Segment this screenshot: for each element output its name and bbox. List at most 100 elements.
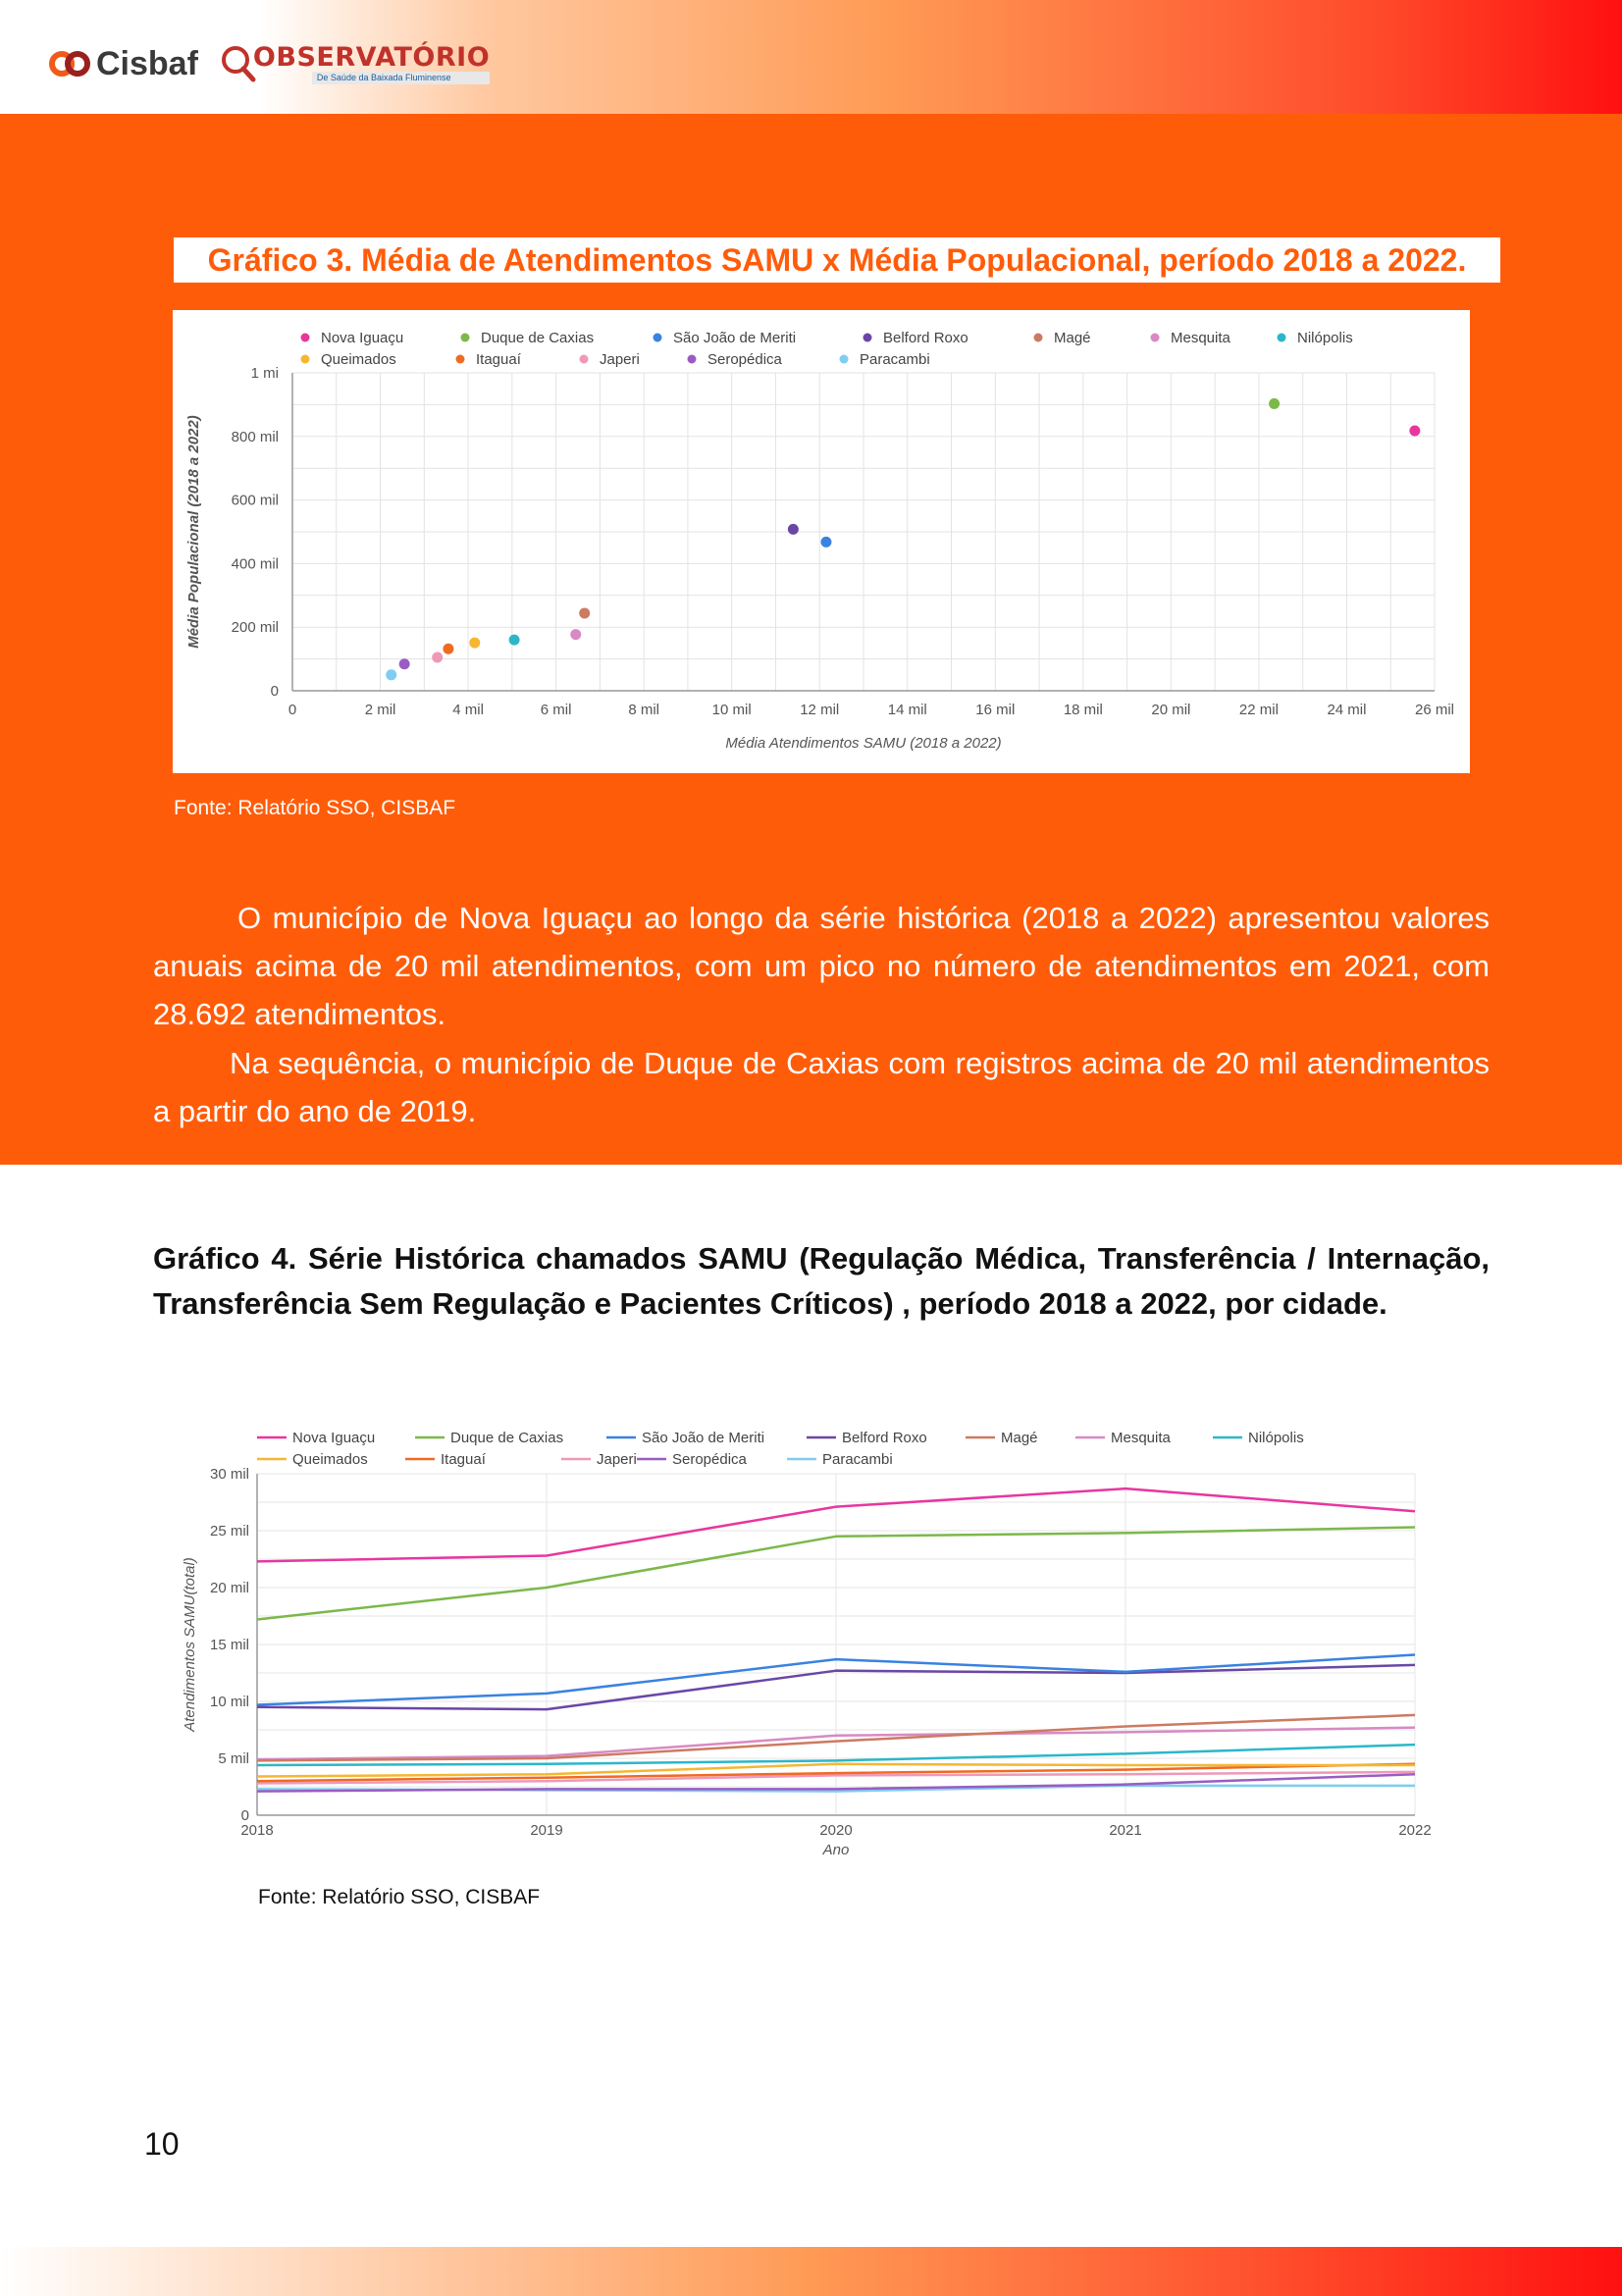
x-tick-label: 10 mil [712, 702, 752, 718]
scatter-point-mesquita [570, 629, 582, 641]
legend-marker-nilopolis [1277, 333, 1286, 342]
legend-label-japeri: Japeri [600, 351, 640, 368]
legend-label-sao-joao-de-meriti: São João de Meriti [642, 1430, 764, 1446]
x-tick-label: 0 [288, 702, 296, 718]
y-axis-title: Média Populacional (2018 a 2022) [185, 415, 202, 649]
legend-label-japeri: Japeri [597, 1451, 637, 1468]
legend-label-nilopolis: Nilópolis [1248, 1430, 1304, 1446]
x-tick-label: 4 mil [452, 702, 484, 718]
scatter-point-paracambi [386, 669, 397, 681]
observatorio-title: OBSERVATÓRIO [252, 41, 491, 73]
y-axis-title: Atendimentos SAMU(total) [182, 1557, 198, 1733]
legend-label-mesquita: Mesquita [1171, 330, 1231, 346]
chart3-source: Fonte: Relatório SSO, CISBAF [174, 797, 456, 819]
legend-label-duque-de-caxias: Duque de Caxias [481, 330, 594, 346]
legend-label-mesquita: Mesquita [1111, 1430, 1172, 1446]
series-line-queimados [256, 1762, 1415, 1778]
scatter-point-nova-iguacu [1409, 425, 1421, 437]
y-tick-label: 25 mil [210, 1523, 249, 1539]
footer-band [0, 2247, 1622, 2296]
paragraph-nova-iguacu: O município de Nova Iguaçu ao longo da s… [153, 901, 1490, 1031]
legend-label-belford-roxo: Belford Roxo [842, 1430, 927, 1446]
chart4-title: Gráfico 4. Série Histórica chamados SAMU… [153, 1241, 1490, 1321]
chart3-title: Gráfico 3. Média de Atendimentos SAMU x … [174, 237, 1500, 283]
legend-label-mage: Magé [1001, 1430, 1038, 1446]
y-tick-label: 15 mil [210, 1637, 249, 1653]
x-tick-label: 26 mil [1415, 702, 1454, 718]
legend-marker-nova-iguacu [300, 333, 310, 342]
legend-marker-duque-de-caxias [460, 333, 470, 342]
x-tick-label: 2022 [1398, 1822, 1431, 1839]
legend-marker-mage [1033, 333, 1043, 342]
series-line-mage [256, 1713, 1416, 1762]
legend-label-seropedica: Seropédica [707, 351, 783, 368]
line-chart: 2018 2019 2020 2021 2022 0 5 mil 10 mil 15 mil 20… [182, 1430, 1432, 1858]
observatorio-logo: OBSERVATÓRIO De Saúde da Baixada Flumine… [220, 41, 491, 84]
series-line-seropedica [256, 1772, 1416, 1793]
scatter-point-nilopolis [508, 634, 520, 646]
scatter-point-duque-de-caxias [1269, 397, 1281, 409]
y-tick-label: 400 mil [232, 555, 279, 572]
legend-label-sao-joao-de-meriti: São João de Meriti [673, 330, 796, 346]
y-tick-label: 30 mil [210, 1466, 249, 1483]
cisbaf-rings-icon [49, 51, 90, 77]
series-line-belford-roxo [256, 1663, 1416, 1711]
paragraph-duque-de-caxias: Na sequência, o município de Duque de Ca… [153, 1046, 1490, 1128]
series-line-nova-iguacu [256, 1487, 1416, 1563]
legend-marker-paracambi [839, 354, 849, 364]
legend-label-queimados: Queimados [292, 1451, 368, 1468]
chart4-source: Fonte: Relatório SSO, CISBAF [258, 1886, 541, 1908]
legend-label-mage: Magé [1054, 330, 1091, 346]
x-tick-label: 2019 [530, 1822, 562, 1839]
series-line-mesquita [256, 1726, 1416, 1761]
legend-marker-mesquita [1150, 333, 1160, 342]
cisbaf-logo: Cisbaf [47, 45, 198, 83]
scatter-point-queimados [469, 637, 481, 649]
chart3-container: 0 2 mil 4 mil 6 mil 8 mil 10 mil 12 mil 14 mil 1… [173, 310, 1470, 773]
x-tick-label: 8 mil [628, 702, 659, 718]
legend-label-itaguai: Itaguaí [441, 1451, 487, 1468]
scatter-point-mage [579, 607, 591, 619]
legend-label-paracambi: Paracambi [860, 351, 930, 368]
scatter-point-japeri [432, 652, 444, 663]
series-line-duque-de-caxias [256, 1526, 1416, 1621]
legend-marker-sao-joao-de-meriti [653, 333, 662, 342]
series-line-japeri [256, 1770, 1416, 1785]
scatter-chart: 0 2 mil 4 mil 6 mil 8 mil 10 mil 12 mil 14 mil 1… [185, 330, 1454, 752]
legend-label-itaguai: Itaguaí [476, 351, 522, 368]
legend-marker-seropedica [687, 354, 697, 364]
x-tick-label: 20 mil [1151, 702, 1190, 718]
magnifier-icon [221, 46, 256, 82]
x-tick-label: 6 mil [541, 702, 572, 718]
legend-label-seropedica: Seropédica [672, 1451, 748, 1468]
header-logos: Cisbaf OBSERVATÓRIO De Saúde da Baixada … [47, 39, 491, 88]
legend-label-nova-iguacu: Nova Iguaçu [321, 330, 403, 346]
legend-label-duque-de-caxias: Duque de Caxias [450, 1430, 563, 1446]
legend-label-queimados: Queimados [321, 351, 396, 368]
legend-label-paracambi: Paracambi [822, 1451, 893, 1468]
y-tick-label: 5 mil [218, 1750, 249, 1767]
legend-marker-itaguai [455, 354, 465, 364]
x-tick-label: 16 mil [975, 702, 1015, 718]
x-tick-label: 2020 [819, 1822, 852, 1839]
y-tick-label: 0 [271, 683, 279, 700]
header-band [0, 0, 1622, 114]
cisbaf-logo-text: Cisbaf [96, 44, 198, 82]
legend-marker-belford-roxo [863, 333, 872, 342]
x-axis-title: Média Atendimentos SAMU (2018 a 2022) [725, 735, 1001, 752]
legend-label-belford-roxo: Belford Roxo [883, 330, 968, 346]
series-line-itaguai [256, 1762, 1416, 1783]
legend-label-nilopolis: Nilópolis [1297, 330, 1353, 346]
x-tick-label: 22 mil [1239, 702, 1279, 718]
x-axis-title: Ano [822, 1842, 850, 1858]
x-tick-label: 12 mil [800, 702, 839, 718]
x-tick-label: 2021 [1109, 1822, 1141, 1839]
y-tick-label: 200 mil [232, 619, 279, 636]
scatter-point-belford-roxo [787, 523, 799, 535]
page-number: 10 [144, 2126, 180, 2162]
y-tick-label: 0 [241, 1807, 249, 1824]
x-tick-label: 2 mil [365, 702, 396, 718]
x-tick-label: 24 mil [1327, 702, 1366, 718]
y-tick-label: 10 mil [210, 1694, 249, 1710]
legend-marker-japeri [579, 354, 589, 364]
